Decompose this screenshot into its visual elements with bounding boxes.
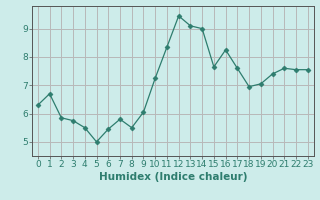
X-axis label: Humidex (Indice chaleur): Humidex (Indice chaleur) [99, 172, 247, 182]
